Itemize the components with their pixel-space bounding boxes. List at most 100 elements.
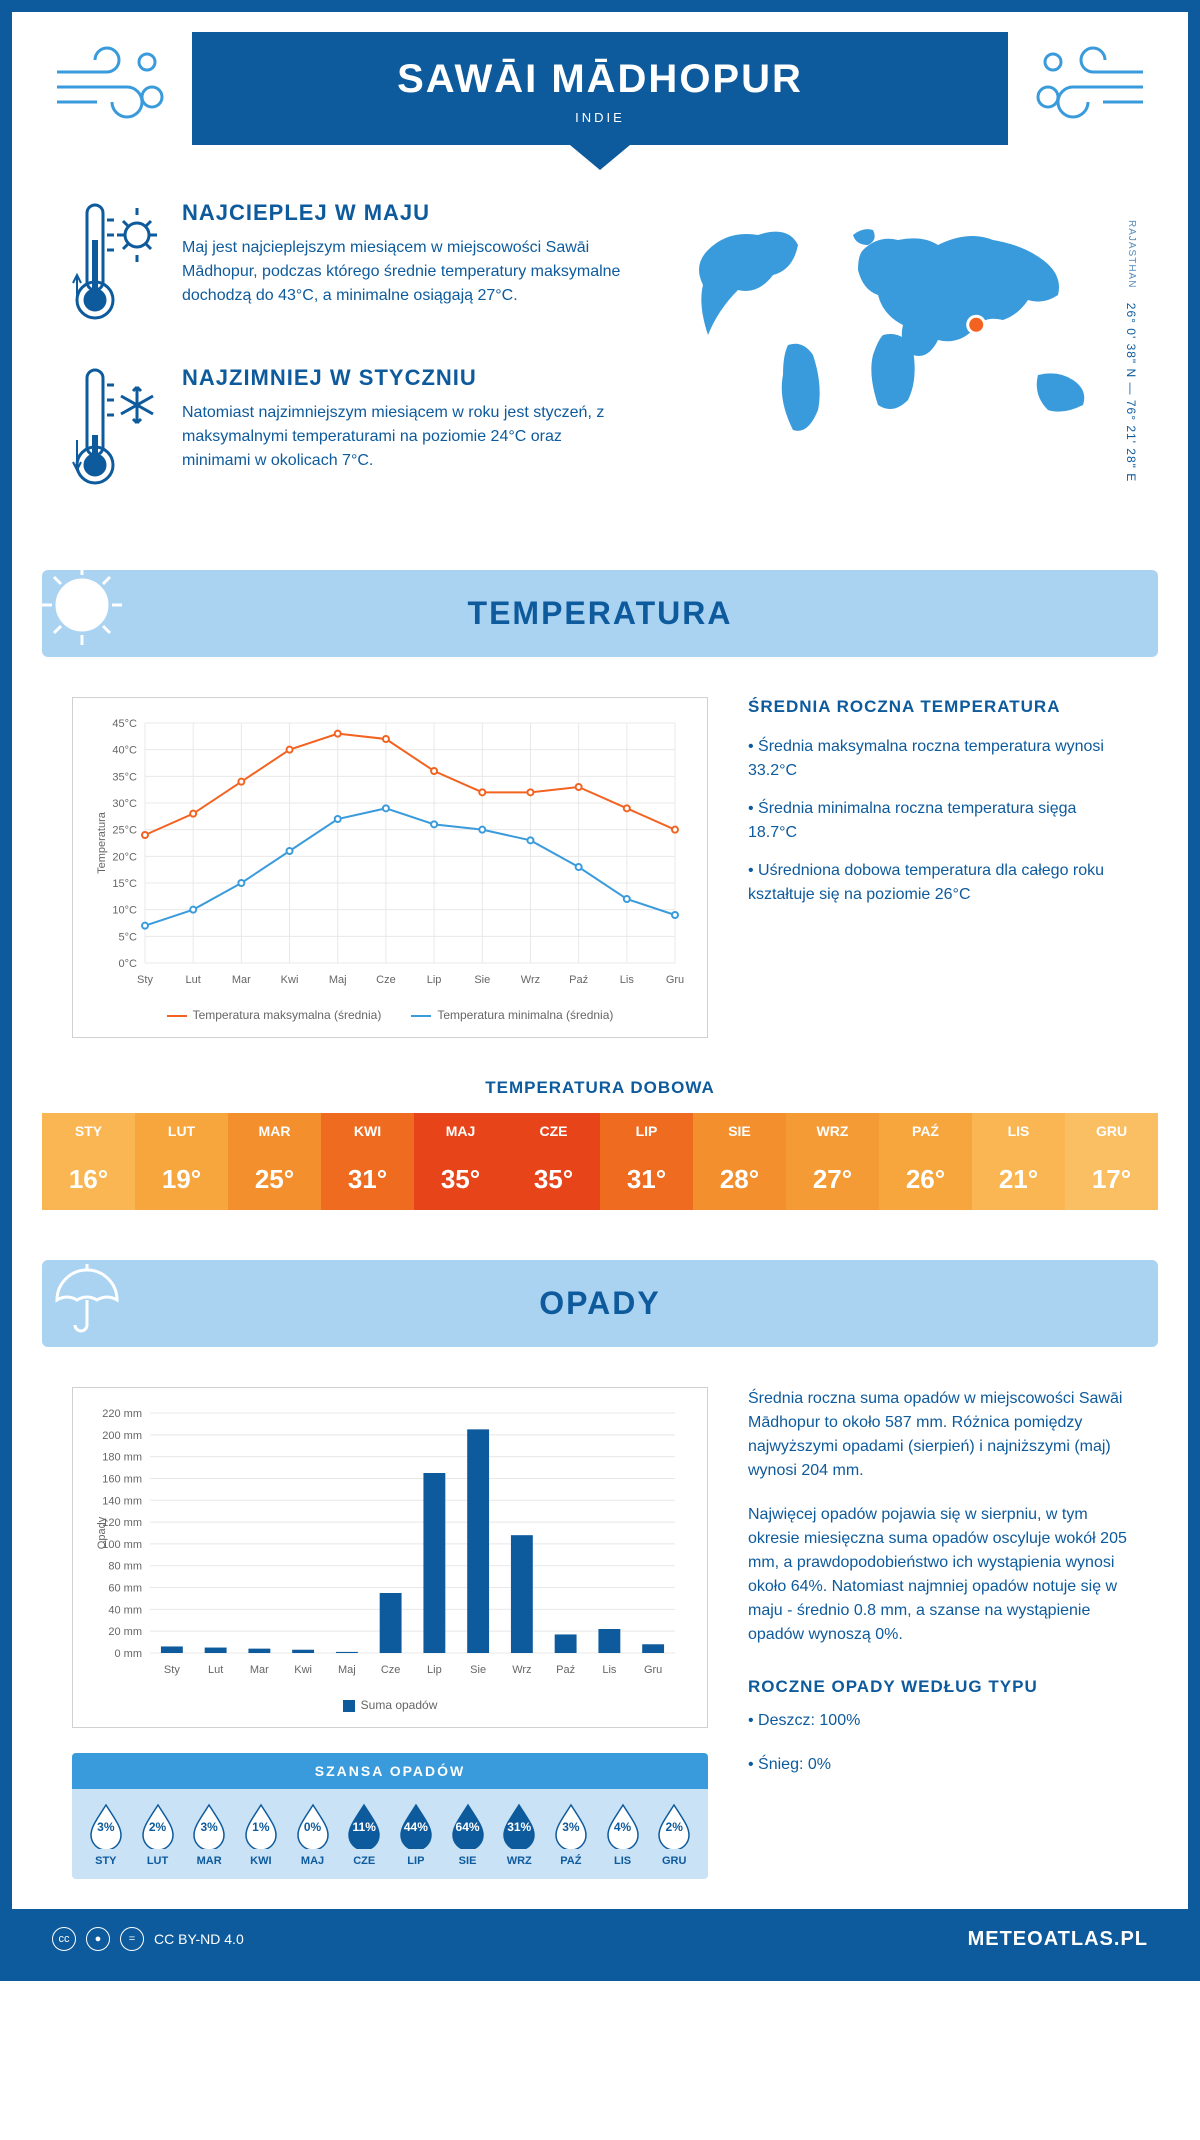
svg-text:Sty: Sty [164, 1664, 180, 1676]
temp-info-title: ŚREDNIA ROCZNA TEMPERATURA [748, 697, 1128, 717]
svg-text:35°C: 35°C [112, 771, 137, 783]
svg-text:Lut: Lut [208, 1664, 223, 1676]
cc-icon: cc [52, 1927, 76, 1951]
svg-text:Temperatura: Temperatura [96, 811, 108, 874]
svg-text:Mar: Mar [232, 974, 251, 986]
svg-text:Sie: Sie [474, 974, 490, 986]
temp-bullet: • Średnia minimalna roczna temperatura s… [748, 797, 1128, 845]
svg-text:Maj: Maj [338, 1664, 356, 1676]
chance-title: SZANSA OPADÓW [72, 1753, 708, 1789]
svg-text:0 mm: 0 mm [115, 1648, 143, 1660]
coldest-title: NAJZIMNIEJ W STYCZNIU [182, 365, 628, 391]
hottest-text: Maj jest najcieplejszym miesiącem w miej… [182, 236, 628, 308]
svg-text:5°C: 5°C [119, 931, 138, 943]
page-subtitle: INDIE [192, 110, 1008, 125]
svg-text:200 mm: 200 mm [102, 1430, 142, 1442]
svg-text:60 mm: 60 mm [108, 1583, 142, 1595]
license-text: CC BY-ND 4.0 [154, 1931, 244, 1947]
coords-label: 26° 0' 38" N — 76° 21' 28" E [1124, 303, 1138, 482]
daily-cell: KWI31° [321, 1113, 414, 1210]
precip-text-2: Najwięcej opadów pojawia się w sierpniu,… [748, 1503, 1128, 1647]
temp-bullet: • Uśredniona dobowa temperatura dla całe… [748, 859, 1128, 907]
chance-cell: 3% MAR [183, 1801, 235, 1867]
precipitation-chart: 0 mm20 mm40 mm60 mm80 mm100 mm120 mm140 … [72, 1387, 708, 1728]
svg-text:Gru: Gru [644, 1664, 662, 1676]
daily-temp-title: TEMPERATURA DOBOWA [12, 1078, 1188, 1098]
daily-cell: MAR25° [228, 1113, 321, 1210]
wind-icon-right [1028, 42, 1148, 122]
wind-icon-left [52, 42, 172, 122]
daily-cell: LIS21° [972, 1113, 1065, 1210]
daily-cell: WRZ27° [786, 1113, 879, 1210]
precip-type-bullet: • Śnieg: 0% [748, 1753, 1128, 1777]
svg-text:160 mm: 160 mm [102, 1473, 142, 1485]
daily-cell: SIE28° [693, 1113, 786, 1210]
svg-text:45°C: 45°C [112, 718, 137, 730]
precip-text-1: Średnia roczna suma opadów w miejscowośc… [748, 1387, 1128, 1483]
header: SAWĀI MĀDHOPUR INDIE [12, 12, 1188, 170]
svg-text:40°C: 40°C [112, 745, 137, 757]
page-title: SAWĀI MĀDHOPUR [192, 57, 1008, 102]
temperature-info: ŚREDNIA ROCZNA TEMPERATURA • Średnia mak… [748, 697, 1128, 1038]
umbrella-icon [37, 1250, 127, 1340]
svg-text:140 mm: 140 mm [102, 1495, 142, 1507]
svg-text:Cze: Cze [376, 974, 396, 986]
footer: cc ● = CC BY-ND 4.0 METEOATLAS.PL [12, 1909, 1188, 1969]
coldest-block: NAJZIMNIEJ W STYCZNIU Natomiast najzimni… [72, 365, 628, 500]
svg-text:0°C: 0°C [119, 958, 138, 970]
hottest-block: NAJCIEPLEJ W MAJU Maj jest najcieplejszy… [72, 200, 628, 335]
precipitation-section-header: OPADY [42, 1260, 1158, 1347]
svg-text:Gru: Gru [666, 974, 684, 986]
svg-text:20°C: 20°C [112, 851, 137, 863]
temperature-chart: 0°C 5°C 10°C 15°C 20°C 25°C 30°C 35°C 40°C 45°C St… [72, 697, 708, 1038]
daily-cell: CZE35° [507, 1113, 600, 1210]
daily-cell: PAŹ26° [879, 1113, 972, 1210]
svg-text:Sty: Sty [137, 974, 153, 986]
svg-text:Paź: Paź [569, 974, 588, 986]
svg-text:30°C: 30°C [112, 798, 137, 810]
chance-cell: 44% LIP [390, 1801, 442, 1867]
svg-text:15°C: 15°C [112, 878, 137, 890]
svg-text:Lip: Lip [427, 974, 442, 986]
temp-bullet: • Średnia maksymalna roczna temperatura … [748, 735, 1128, 783]
legend-max: Temperatura maksymalna (średnia) [167, 1008, 382, 1022]
svg-text:10°C: 10°C [112, 905, 137, 917]
by-icon: ● [86, 1927, 110, 1951]
chance-cell: 31% WRZ [493, 1801, 545, 1867]
precip-type-bullet: • Deszcz: 100% [748, 1709, 1128, 1733]
chance-cell: 4% LIS [597, 1801, 649, 1867]
legend-min: Temperatura minimalna (średnia) [411, 1008, 613, 1022]
chance-cell: 3% STY [80, 1801, 132, 1867]
nd-icon: = [120, 1927, 144, 1951]
precip-type-title: ROCZNE OPADY WEDŁUG TYPU [748, 1677, 1128, 1697]
chance-cell: 2% LUT [132, 1801, 184, 1867]
svg-text:25°C: 25°C [112, 825, 137, 837]
svg-text:20 mm: 20 mm [108, 1626, 142, 1638]
daily-cell: LIP31° [600, 1113, 693, 1210]
daily-temp-grid: STY16°LUT19°MAR25°KWI31°MAJ35°CZE35°LIP3… [42, 1113, 1158, 1210]
chance-cell: 0% MAJ [287, 1801, 339, 1867]
svg-text:80 mm: 80 mm [108, 1561, 142, 1573]
svg-text:120 mm: 120 mm [102, 1517, 142, 1529]
precip-legend: Suma opadów [88, 1688, 692, 1712]
chance-cell: 2% GRU [648, 1801, 700, 1867]
region-label: RAJASTHAN [1126, 220, 1137, 288]
svg-text:Lut: Lut [186, 974, 201, 986]
svg-text:Lis: Lis [602, 1664, 617, 1676]
precipitation-info: Średnia roczna suma opadów w miejscowośc… [748, 1387, 1128, 1879]
precip-chance-box: SZANSA OPADÓW 3% STY 2% LUT 3% MAR 1% [72, 1753, 708, 1879]
daily-cell: LUT19° [135, 1113, 228, 1210]
svg-text:Maj: Maj [329, 974, 347, 986]
svg-text:Paź: Paź [556, 1664, 575, 1676]
chance-cell: 11% CZE [338, 1801, 390, 1867]
svg-text:100 mm: 100 mm [102, 1539, 142, 1551]
svg-text:Kwi: Kwi [294, 1664, 312, 1676]
svg-text:Mar: Mar [250, 1664, 269, 1676]
thermometer-hot-icon [72, 200, 162, 335]
svg-text:Sie: Sie [470, 1664, 486, 1676]
svg-text:220 mm: 220 mm [102, 1408, 142, 1420]
temperature-section-header: TEMPERATURA [42, 570, 1158, 657]
chance-cell: 64% SIE [442, 1801, 494, 1867]
daily-cell: STY16° [42, 1113, 135, 1210]
coldest-text: Natomiast najzimniejszym miesiącem w rok… [182, 401, 628, 473]
